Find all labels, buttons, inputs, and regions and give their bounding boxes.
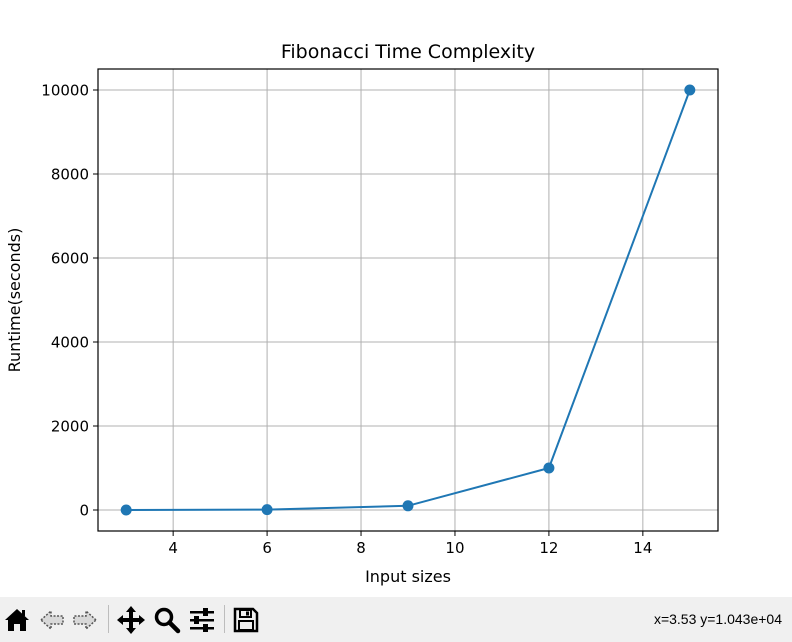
toolbar-separator [224, 605, 225, 633]
cursor-coordinates: x=3.53 y=1.043e+04 [653, 611, 782, 627]
zoom-button[interactable] [150, 603, 184, 637]
back-button[interactable] [35, 603, 69, 637]
forward-button[interactable] [68, 603, 102, 637]
x-tick-label: 10 [445, 539, 464, 557]
y-tick-label: 10000 [41, 82, 89, 100]
navigation-toolbar: x=3.53 y=1.043e+04 [0, 597, 792, 642]
floppy-disk-icon [233, 607, 259, 633]
plot-data [120, 84, 696, 516]
data-point [402, 500, 414, 512]
arrow-left-icon [39, 609, 64, 631]
y-tick-label: 4000 [51, 334, 89, 352]
x-tick-label: 4 [168, 539, 178, 557]
series-line [126, 89, 691, 511]
x-axis-label: Input sizes [365, 567, 451, 586]
home-button[interactable] [0, 603, 34, 637]
y-tick-label: 2000 [51, 418, 89, 436]
arrow-right-icon [73, 609, 98, 631]
x-tick-label: 14 [633, 539, 652, 557]
toolbar-separator [108, 605, 109, 633]
x-tick-label: 12 [539, 539, 558, 557]
grid-lines [98, 69, 718, 531]
axis-ticks: 4 6 8 10 12 14 0 2000 4000 6000 8000 10000 [41, 82, 652, 558]
pan-button[interactable] [114, 603, 148, 637]
data-point [684, 84, 696, 96]
data-point [261, 504, 273, 516]
y-tick-label: 6000 [51, 250, 89, 268]
save-button[interactable] [229, 603, 263, 637]
y-tick-label: 0 [79, 502, 89, 520]
data-point [543, 462, 555, 474]
figure: Fibonacci Time Complexity 4 6 8 10 12 14 0 2000… [5, 41, 719, 586]
axes-frame [97, 68, 719, 532]
sliders-icon [190, 608, 214, 632]
chart-title: Fibonacci Time Complexity [281, 41, 535, 63]
move-icon [117, 606, 145, 634]
data-point [120, 504, 132, 516]
x-tick-label: 8 [356, 539, 366, 557]
x-tick-label: 6 [262, 539, 272, 557]
magnifier-icon [154, 607, 181, 634]
y-axis-label: Runtime(seconds) [5, 228, 24, 373]
home-icon [5, 609, 29, 631]
y-tick-label: 8000 [51, 166, 89, 184]
configure-subplots-button[interactable] [185, 603, 219, 637]
